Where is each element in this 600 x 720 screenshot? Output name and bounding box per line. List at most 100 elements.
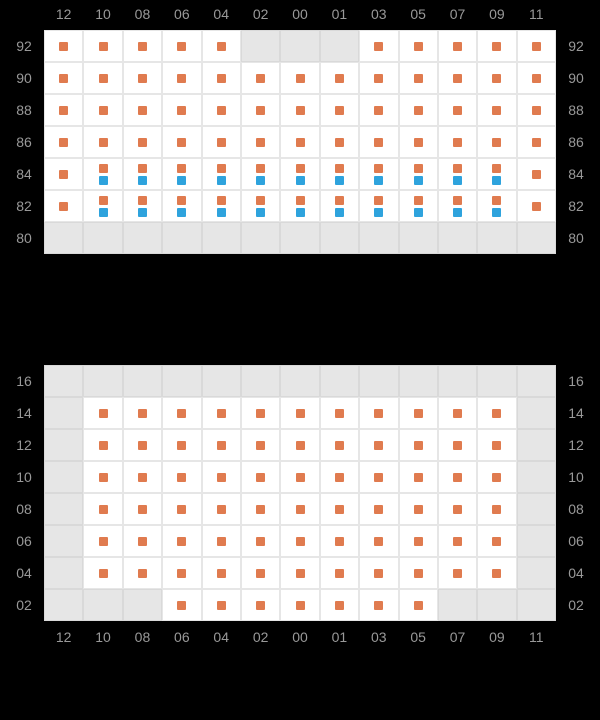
seat-cell[interactable] <box>162 589 201 621</box>
seat-cell[interactable] <box>123 94 162 126</box>
seat-cell[interactable] <box>202 30 241 62</box>
seat-cell[interactable] <box>241 158 280 190</box>
seat-cell[interactable] <box>399 126 438 158</box>
seat-cell[interactable] <box>399 557 438 589</box>
seat-cell[interactable] <box>280 158 319 190</box>
seat-cell[interactable] <box>280 397 319 429</box>
seat-cell[interactable] <box>320 429 359 461</box>
seat-cell[interactable] <box>438 62 477 94</box>
seat-cell[interactable] <box>162 62 201 94</box>
seat-cell[interactable] <box>399 397 438 429</box>
seat-cell[interactable] <box>162 94 201 126</box>
seat-cell[interactable] <box>202 94 241 126</box>
seat-cell[interactable] <box>83 461 122 493</box>
seat-cell[interactable] <box>320 158 359 190</box>
seat-cell[interactable] <box>280 461 319 493</box>
seat-cell[interactable] <box>241 62 280 94</box>
seat-cell[interactable] <box>517 190 556 222</box>
seat-cell[interactable] <box>123 461 162 493</box>
seat-cell[interactable] <box>123 397 162 429</box>
seat-cell[interactable] <box>320 493 359 525</box>
seat-cell[interactable] <box>83 94 122 126</box>
seat-cell[interactable] <box>359 397 398 429</box>
seat-cell[interactable] <box>438 30 477 62</box>
seat-cell[interactable] <box>162 525 201 557</box>
seat-cell[interactable] <box>241 589 280 621</box>
seat-cell[interactable] <box>320 461 359 493</box>
seat-cell[interactable] <box>202 397 241 429</box>
seat-cell[interactable] <box>83 126 122 158</box>
seat-cell[interactable] <box>399 158 438 190</box>
seat-cell[interactable] <box>438 94 477 126</box>
seat-cell[interactable] <box>399 493 438 525</box>
seat-cell[interactable] <box>320 62 359 94</box>
seat-cell[interactable] <box>241 557 280 589</box>
seat-cell[interactable] <box>477 190 516 222</box>
seat-cell[interactable] <box>438 126 477 158</box>
seat-cell[interactable] <box>359 94 398 126</box>
seat-cell[interactable] <box>438 397 477 429</box>
seat-cell[interactable] <box>477 429 516 461</box>
seat-cell[interactable] <box>241 493 280 525</box>
seat-cell[interactable] <box>477 461 516 493</box>
seat-cell[interactable] <box>83 62 122 94</box>
seat-cell[interactable] <box>359 429 398 461</box>
seat-cell[interactable] <box>320 126 359 158</box>
seat-cell[interactable] <box>202 589 241 621</box>
seat-cell[interactable] <box>399 190 438 222</box>
seat-cell[interactable] <box>477 397 516 429</box>
seat-cell[interactable] <box>477 557 516 589</box>
seat-cell[interactable] <box>44 94 83 126</box>
seat-cell[interactable] <box>477 62 516 94</box>
seat-cell[interactable] <box>280 557 319 589</box>
seat-cell[interactable] <box>359 557 398 589</box>
seat-cell[interactable] <box>517 126 556 158</box>
seat-cell[interactable] <box>241 94 280 126</box>
seat-cell[interactable] <box>438 190 477 222</box>
seat-cell[interactable] <box>280 94 319 126</box>
seat-cell[interactable] <box>359 30 398 62</box>
seat-cell[interactable] <box>162 30 201 62</box>
seat-cell[interactable] <box>162 493 201 525</box>
seat-cell[interactable] <box>83 557 122 589</box>
seat-cell[interactable] <box>162 190 201 222</box>
seat-cell[interactable] <box>477 493 516 525</box>
seat-cell[interactable] <box>123 493 162 525</box>
seat-cell[interactable] <box>438 557 477 589</box>
seat-cell[interactable] <box>280 493 319 525</box>
seat-cell[interactable] <box>241 429 280 461</box>
seat-cell[interactable] <box>359 126 398 158</box>
seat-cell[interactable] <box>83 158 122 190</box>
seat-cell[interactable] <box>477 94 516 126</box>
seat-cell[interactable] <box>399 62 438 94</box>
seat-cell[interactable] <box>123 525 162 557</box>
seat-cell[interactable] <box>123 126 162 158</box>
seat-cell[interactable] <box>202 62 241 94</box>
seat-cell[interactable] <box>320 190 359 222</box>
seat-cell[interactable] <box>320 397 359 429</box>
seat-cell[interactable] <box>399 30 438 62</box>
seat-cell[interactable] <box>202 126 241 158</box>
seat-cell[interactable] <box>44 190 83 222</box>
seat-cell[interactable] <box>162 429 201 461</box>
seat-cell[interactable] <box>241 397 280 429</box>
seat-cell[interactable] <box>83 397 122 429</box>
seat-cell[interactable] <box>123 429 162 461</box>
seat-cell[interactable] <box>438 493 477 525</box>
seat-cell[interactable] <box>83 429 122 461</box>
seat-cell[interactable] <box>83 190 122 222</box>
seat-cell[interactable] <box>123 62 162 94</box>
seat-cell[interactable] <box>359 158 398 190</box>
seat-cell[interactable] <box>359 589 398 621</box>
seat-cell[interactable] <box>123 30 162 62</box>
seat-cell[interactable] <box>162 397 201 429</box>
seat-cell[interactable] <box>359 461 398 493</box>
seat-cell[interactable] <box>280 62 319 94</box>
seat-cell[interactable] <box>399 429 438 461</box>
seat-cell[interactable] <box>477 158 516 190</box>
seat-cell[interactable] <box>280 525 319 557</box>
seat-cell[interactable] <box>477 525 516 557</box>
seat-cell[interactable] <box>202 525 241 557</box>
seat-cell[interactable] <box>399 589 438 621</box>
seat-cell[interactable] <box>44 158 83 190</box>
